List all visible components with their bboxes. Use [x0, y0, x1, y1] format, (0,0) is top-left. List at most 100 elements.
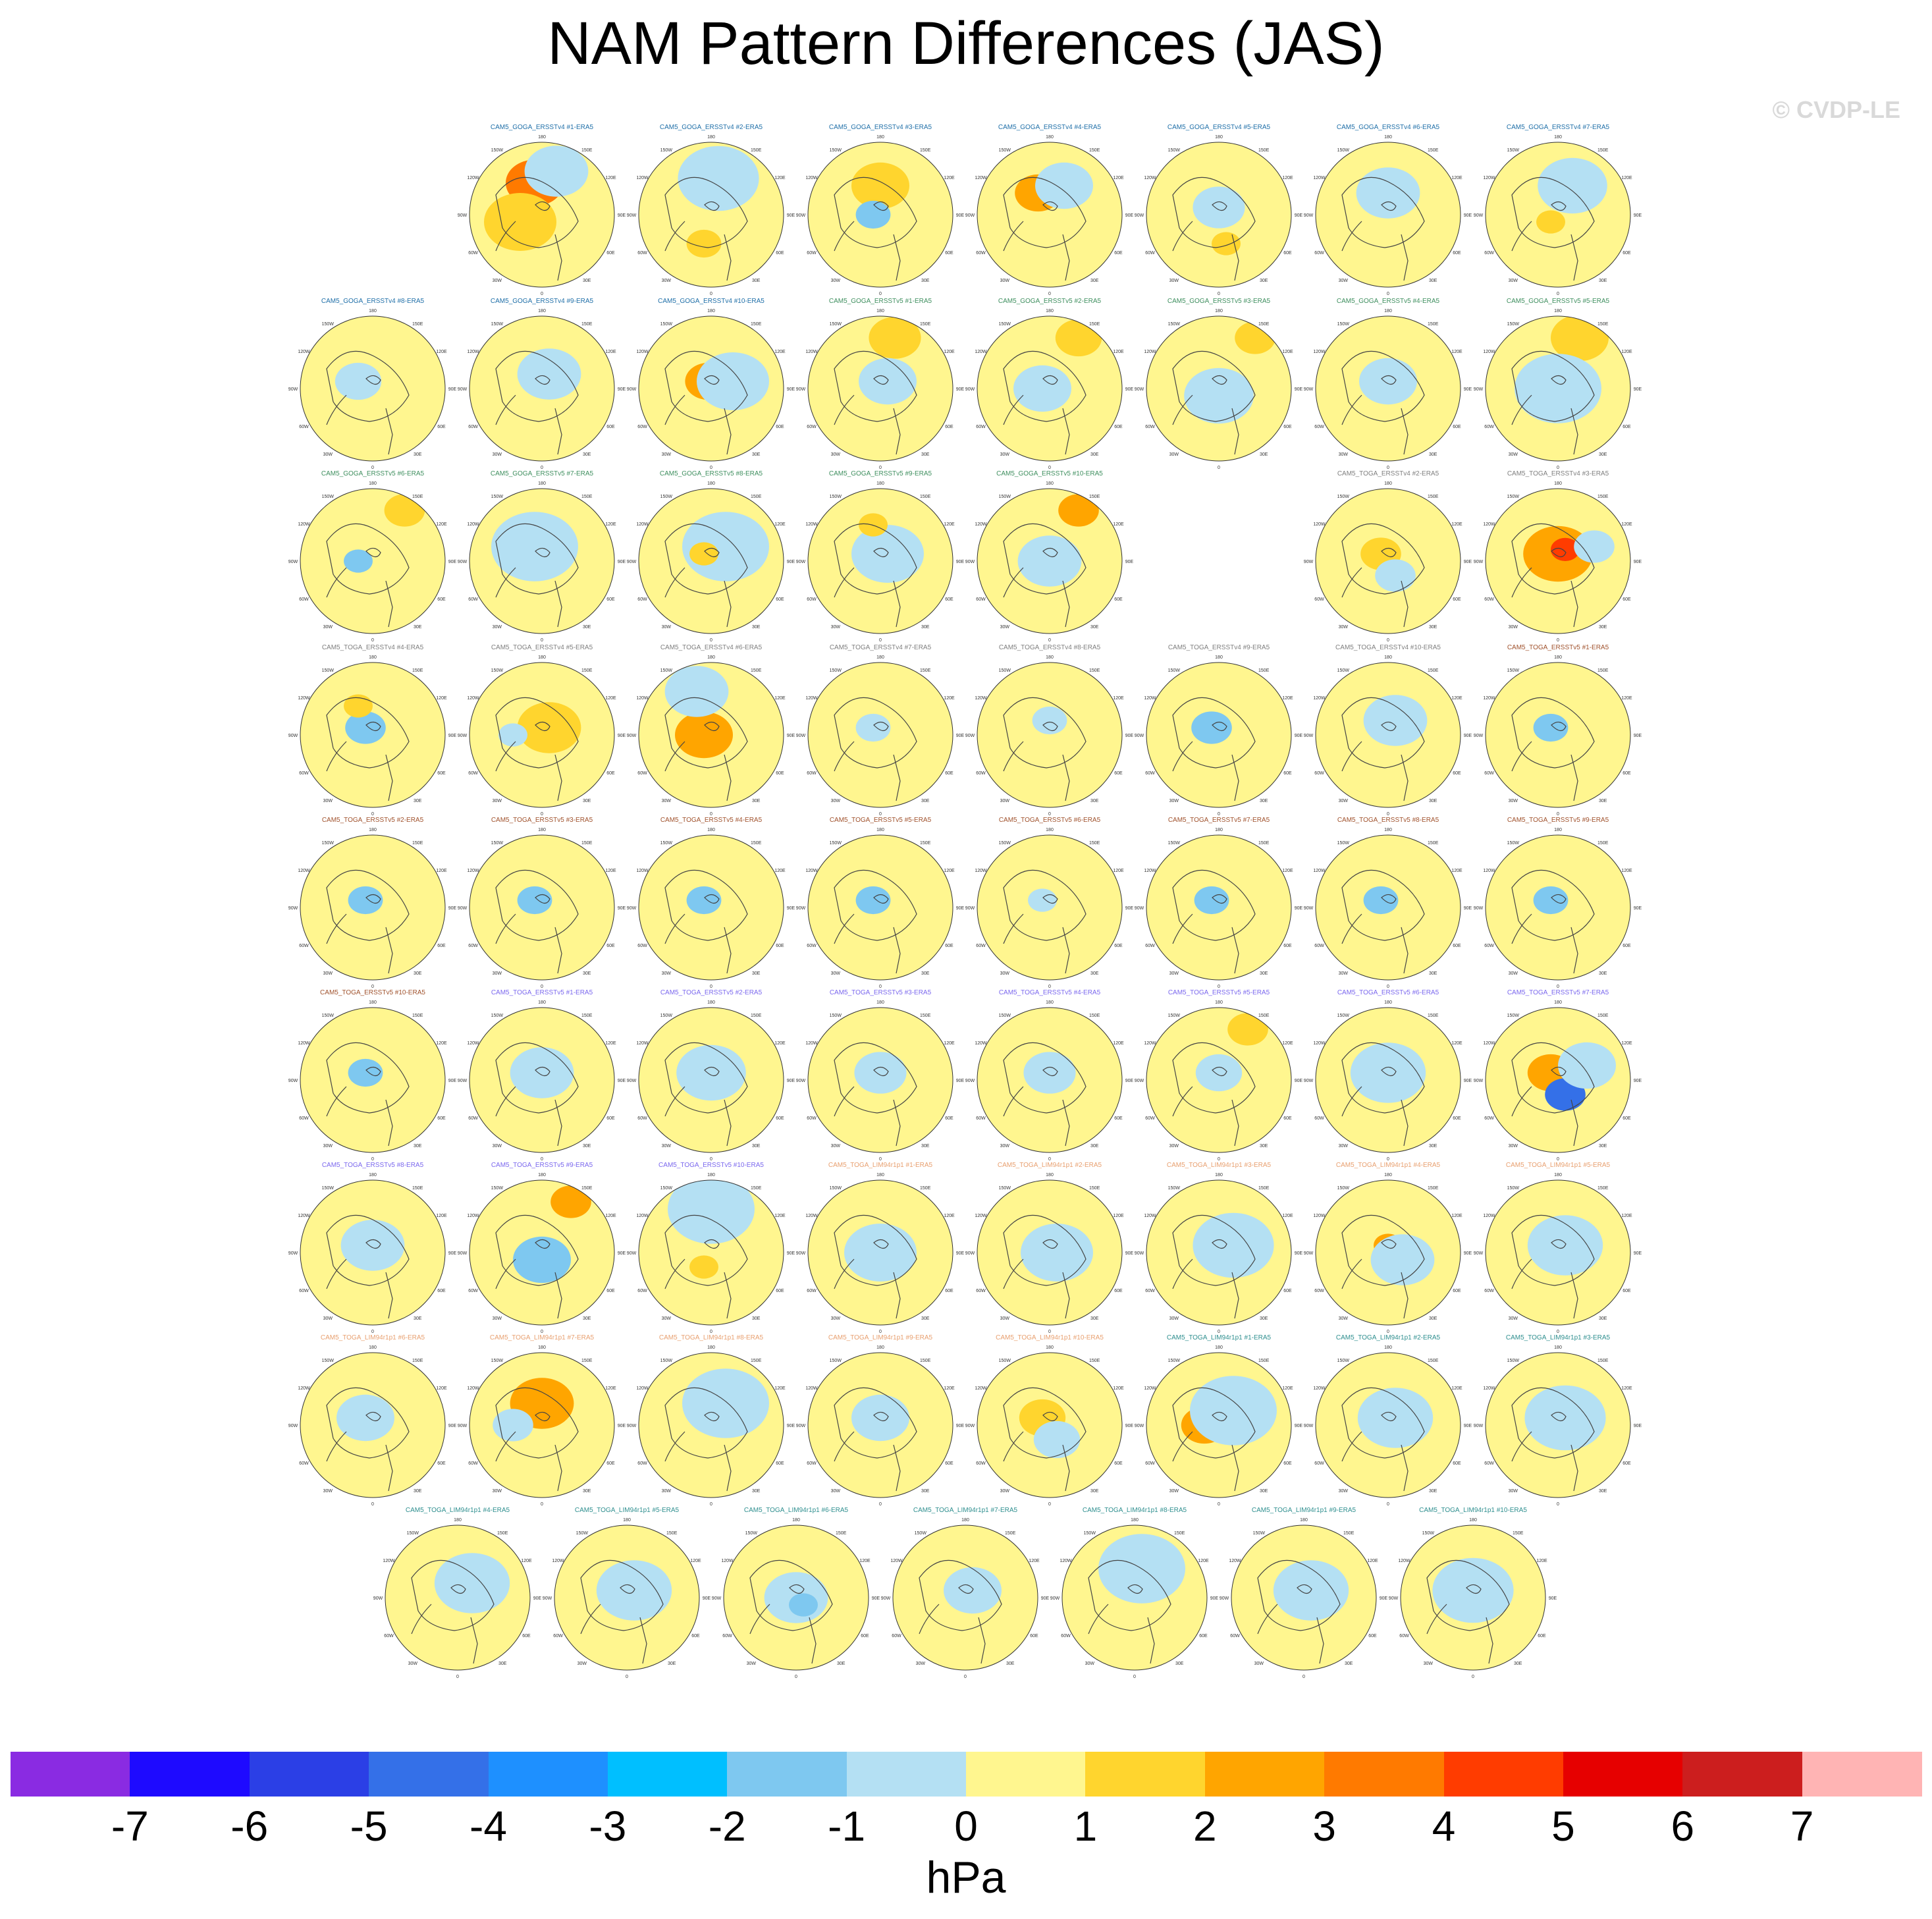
- lon-label: 30E: [1090, 1316, 1099, 1321]
- map-disk: [977, 142, 1122, 287]
- anomaly-patch: [484, 193, 556, 251]
- lon-label: 60W: [807, 944, 817, 948]
- lon-label: 90W: [627, 1424, 637, 1428]
- lon-label: 0: [1048, 985, 1051, 989]
- lon-label: 150E: [1089, 148, 1100, 153]
- lon-label: 120E: [436, 1041, 447, 1046]
- lon-label: 30E: [668, 1662, 676, 1666]
- map-border: [638, 142, 784, 288]
- lon-label: 120E: [1113, 1214, 1124, 1218]
- lon-label: 120W: [805, 350, 818, 354]
- lon-label: 150W: [830, 495, 842, 499]
- lon-label: 90E: [1634, 387, 1642, 392]
- lon-label: 150W: [1337, 668, 1350, 673]
- lon-label: 30W: [1000, 452, 1010, 457]
- lon-label: 90W: [965, 906, 975, 911]
- lon-label: 180: [1384, 1173, 1392, 1177]
- anomaly-patch: [1021, 1224, 1093, 1282]
- nam-map-panel: CAM5_TOGA_ERSSTv4 #8-ERA5 180 150W 150E 120W…: [965, 644, 1134, 817]
- lon-label: 120W: [1229, 1559, 1241, 1563]
- lon-label: 60E: [945, 771, 953, 776]
- lon-label: 90W: [458, 560, 468, 564]
- lon-label: 150W: [576, 1531, 589, 1536]
- lon-label: 180: [707, 655, 715, 660]
- nam-map-panel: CAM5_TOGA_ERSSTv5 #10-ERA5 180 150W 150E 120…: [627, 1162, 795, 1334]
- panel-title: CAM5_GOGA_ERSSTv4 #9-ERA5: [491, 298, 594, 305]
- coastline: [1341, 375, 1409, 455]
- lon-label: 90E: [787, 213, 795, 218]
- lon-label: 150W: [1507, 495, 1520, 499]
- lon-label: 120E: [774, 522, 786, 527]
- anomaly-patch: [1551, 537, 1580, 562]
- map-border: [977, 488, 1123, 634]
- lon-label: 150E: [412, 1014, 423, 1018]
- coastline: [1003, 697, 1087, 769]
- lon-label: 150E: [751, 668, 762, 673]
- coastline: [664, 1042, 748, 1114]
- coastline: [1341, 1387, 1425, 1459]
- nam-map-panel: CAM5_TOGA_LIM94r1p1 #4-ERA5 180 150W 150E 12…: [373, 1507, 542, 1679]
- nam-map-panel: CAM5_TOGA_LIM94r1p1 #8-ERA5 180 150W 150E 12…: [627, 1334, 795, 1507]
- lon-label: 0: [371, 638, 374, 643]
- lon-label: 90E: [1125, 734, 1134, 738]
- lon-label: 150W: [745, 1531, 758, 1536]
- lon-label: 90E: [618, 1251, 626, 1256]
- lon-label: 90W: [1474, 387, 1484, 392]
- lon-label: 90W: [627, 1079, 637, 1083]
- coastline: [411, 1559, 495, 1631]
- lon-label: 120W: [552, 1559, 564, 1563]
- lon-label: 120W: [636, 1386, 649, 1391]
- coastline: [1003, 176, 1087, 248]
- lon-label: 0: [1218, 1157, 1220, 1162]
- lon-label: 150E: [1597, 668, 1609, 673]
- lon-label: 180: [1300, 1518, 1308, 1523]
- lon-label: 30E: [1429, 1316, 1437, 1321]
- lon-label: 90E: [1041, 1596, 1050, 1601]
- nam-map-panel: CAM5_TOGA_ERSSTv4 #10-ERA5 180 150W 150E 120…: [1304, 644, 1472, 817]
- lon-label: 120E: [774, 1041, 786, 1046]
- lon-label: 120E: [605, 350, 616, 354]
- lon-label: 60W: [976, 597, 986, 602]
- lon-label: 30E: [752, 1316, 761, 1321]
- anomaly-patch: [678, 146, 759, 211]
- lon-label: 60E: [776, 771, 784, 776]
- lon-label: 120W: [467, 522, 479, 527]
- anomaly-patch: [517, 348, 581, 400]
- lon-label: 60E: [776, 1461, 784, 1466]
- lon-label: 150E: [1428, 668, 1439, 673]
- lon-label: 30W: [1509, 279, 1518, 283]
- lon-label: 90E: [1295, 906, 1303, 911]
- lon-label: 150E: [1597, 841, 1609, 846]
- coastline: [1341, 1239, 1409, 1319]
- map-border: [638, 662, 784, 808]
- lon-label: 0: [1557, 292, 1559, 296]
- coastline: [1003, 375, 1070, 455]
- coastline: [834, 1239, 901, 1319]
- panel-title: CAM5_TOGA_ERSSTv5 #8-ERA5: [322, 1162, 424, 1169]
- lon-label: 90W: [1474, 213, 1484, 218]
- coastline: [326, 869, 410, 941]
- nam-map-panel: CAM5_TOGA_ERSSTv4 #5-ERA5 180 150W 150E 120W…: [458, 644, 626, 817]
- anomaly-patch: [1193, 186, 1245, 229]
- coastline: [834, 1214, 917, 1286]
- coastline: [834, 1066, 901, 1147]
- lon-label: 30E: [1429, 625, 1437, 630]
- map-border: [977, 1007, 1123, 1153]
- lon-label: 120W: [1313, 176, 1326, 180]
- lon-label: 90W: [458, 1424, 468, 1428]
- panel-title: CAM5_GOGA_ERSSTv4 #4-ERA5: [998, 124, 1102, 131]
- lon-label: 90E: [1295, 387, 1303, 392]
- anomaly-patch: [1574, 530, 1615, 563]
- lon-label: 30E: [1175, 1662, 1184, 1666]
- lon-label: 150E: [581, 1014, 593, 1018]
- lon-label: 120E: [1113, 350, 1124, 354]
- panel-title: CAM5_TOGA_ERSSTv4 #8-ERA5: [999, 644, 1101, 651]
- lon-label: 60E: [437, 597, 446, 602]
- lon-label: 0: [371, 1502, 374, 1507]
- lon-label: 0: [541, 812, 543, 817]
- colorbar-segment: [1682, 1752, 1803, 1797]
- lon-label: 90E: [448, 560, 457, 564]
- lon-label: 60W: [1484, 771, 1494, 776]
- lon-label: 120W: [1483, 176, 1495, 180]
- lon-label: 30W: [493, 1144, 502, 1149]
